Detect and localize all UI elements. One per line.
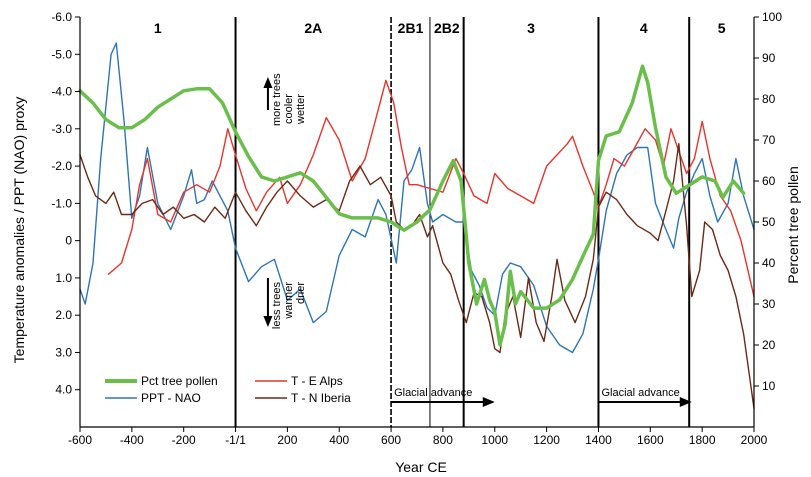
- y-right-tick-label: 90: [762, 51, 776, 65]
- down-arrow-head: [263, 316, 273, 327]
- y-right-tick-label: 20: [762, 338, 776, 352]
- y-left-tick-label: -5.0: [51, 47, 72, 61]
- y-left-tick-label: -4.0: [51, 85, 72, 99]
- up-annotation-line: cooler: [283, 94, 295, 124]
- period-label-5: 5: [718, 20, 726, 36]
- legend-label: T - N Iberia: [291, 391, 351, 405]
- legend-label: Pct tree pollen: [141, 374, 218, 388]
- up-annotation-line: more trees: [271, 73, 283, 126]
- glacial-advance-arrow-head: [482, 397, 495, 407]
- axes: -600 -400 -200 -1/1 200 400 600 800 1000 1200 1400…: [51, 10, 782, 447]
- up-arrow-head: [263, 77, 273, 88]
- y-left-tick-label: 0: [65, 234, 72, 248]
- glacial-advance-label: Glacial advance: [394, 387, 472, 399]
- period-label-4: 4: [640, 20, 648, 36]
- x-axis-title: Year CE: [395, 459, 447, 475]
- legend-label: PPT - NAO: [141, 391, 201, 405]
- y-right-tick-label: 10: [762, 379, 776, 393]
- series-line-ppt-nao: [79, 42, 755, 354]
- x-tick-label: -1/1: [225, 433, 246, 447]
- x-tick-label: 1200: [533, 433, 560, 447]
- x-tick-label: -400: [120, 433, 144, 447]
- y-right-tick-label: 70: [762, 133, 776, 147]
- glacial-advance-label: Glacial advance: [601, 387, 679, 399]
- x-tick-label: 800: [433, 433, 453, 447]
- y-right-tick-label: 40: [762, 256, 776, 270]
- glacial-advance-arrow-head: [679, 397, 692, 407]
- period-label-2a: 2A: [304, 20, 322, 36]
- series-line-t-e-alps: [107, 79, 755, 298]
- y-axis-right-title: Percent tree pollen: [785, 166, 801, 284]
- y-right-tick-label: 50: [762, 215, 776, 229]
- y-left-tick-label: 3.0: [55, 345, 72, 359]
- series-line-pct-tree-pollen: [78, 64, 746, 347]
- y-left-tick-label: -6.0: [51, 10, 72, 24]
- legend-label: T - E Alps: [291, 374, 343, 388]
- down-annotation-line: less trees: [271, 282, 283, 330]
- series-layer: [78, 42, 755, 410]
- down-annotation-line: drier: [295, 282, 307, 304]
- period-label-2b1: 2B1: [398, 20, 424, 36]
- period-label-3: 3: [527, 20, 535, 36]
- y-left-tick-label: 1.0: [55, 271, 72, 285]
- x-tick-label: -200: [172, 433, 196, 447]
- x-tick-label: 2000: [741, 433, 768, 447]
- x-tick-label: 1600: [637, 433, 664, 447]
- x-tick-label: 1800: [689, 433, 716, 447]
- x-tick-label: 600: [381, 433, 401, 447]
- y-left-tick-label: -1.0: [51, 196, 72, 210]
- period-label-1: 1: [154, 20, 162, 36]
- annotations: more trees cooler wetter less trees warmer dr…: [263, 73, 692, 407]
- y-left-tick-label: 2.0: [55, 308, 72, 322]
- y-right-tick-label: 60: [762, 174, 776, 188]
- y-right-tick-label: 100: [762, 10, 782, 24]
- y-right-tick-label: 30: [762, 297, 776, 311]
- x-tick-label: 400: [329, 433, 349, 447]
- period-label-2b2: 2B2: [434, 20, 460, 36]
- x-tick-label: -600: [68, 433, 92, 447]
- legend: Pct tree pollen PPT - NAO T - E Alps T - N …: [105, 374, 351, 405]
- series-line-t-n-iberia: [79, 143, 755, 410]
- y-axis-left-title: Temperature anomalies / PPT (NAO) proxy: [11, 97, 27, 364]
- y-right-tick-label: 80: [762, 92, 776, 106]
- down-annotation-line: warmer: [283, 282, 295, 320]
- x-tick-label: 1000: [481, 433, 508, 447]
- y-left-tick-label: 4.0: [55, 383, 72, 397]
- y-left-tick-label: -2.0: [51, 159, 72, 173]
- up-annotation-line: wetter: [295, 94, 307, 125]
- period-labels: 1 2A 2B1 2B2 3 4 5: [154, 20, 726, 36]
- period-boundaries: [234, 17, 691, 427]
- y-left-tick-label: -3.0: [51, 122, 72, 136]
- x-tick-label: 1400: [585, 433, 612, 447]
- x-tick-label: 200: [277, 433, 297, 447]
